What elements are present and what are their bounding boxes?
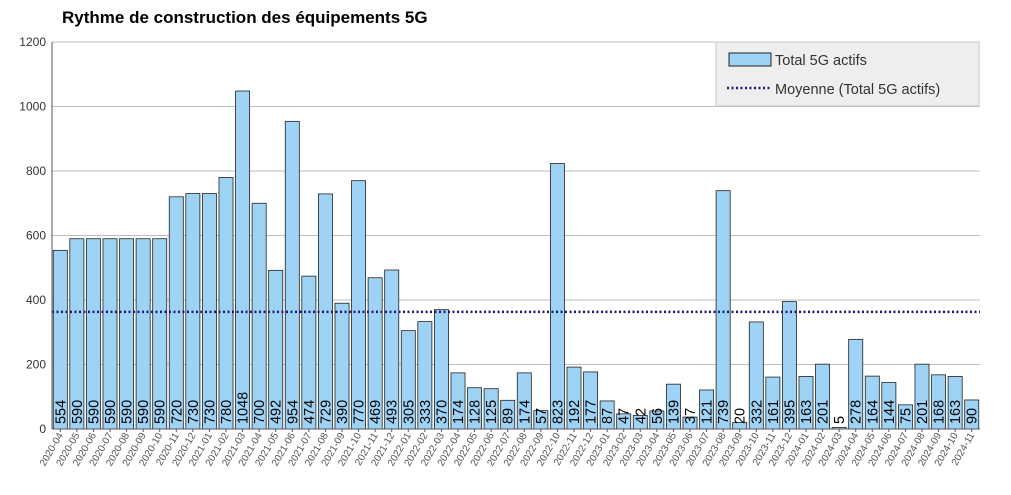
data-label: 493 <box>385 400 401 424</box>
data-label: 47 <box>617 408 633 424</box>
bar <box>168 196 184 430</box>
data-label: 201 <box>915 400 931 424</box>
data-label: 278 <box>849 400 865 424</box>
data-label: 90 <box>965 408 981 424</box>
data-labels: 554 590 590 590 590 590 590 720 730 730 780 1048 700… <box>53 392 980 424</box>
bar <box>284 120 300 430</box>
y-tick-label: 800 <box>26 164 46 178</box>
data-label: 201 <box>816 400 832 424</box>
bar <box>549 163 565 430</box>
data-label: 1048 <box>236 392 252 424</box>
data-label: 139 <box>666 400 682 424</box>
legend-label-series: Total 5G actifs <box>775 53 867 69</box>
data-label: 554 <box>53 400 69 424</box>
data-label: 163 <box>799 400 815 424</box>
bar <box>715 190 731 430</box>
data-label: 305 <box>401 400 417 424</box>
data-label: 163 <box>948 400 964 424</box>
data-label: 474 <box>302 400 318 424</box>
data-label: 700 <box>252 400 268 424</box>
data-label: 823 <box>550 400 566 424</box>
data-label: 89 <box>501 408 517 424</box>
data-label: 161 <box>766 400 782 424</box>
chart-title: Rythme de construction des équipements 5… <box>62 8 428 27</box>
data-label: 177 <box>584 400 600 424</box>
y-tick-label: 200 <box>26 358 46 372</box>
data-label: 590 <box>120 400 136 424</box>
data-label: 192 <box>567 400 583 424</box>
y-tick-label: 600 <box>26 229 46 243</box>
data-label: 333 <box>418 400 434 424</box>
bar <box>235 90 251 430</box>
data-label: 56 <box>650 408 666 424</box>
legend-label-average: Moyenne (Total 5G actifs) <box>775 82 940 98</box>
data-label: 370 <box>434 400 450 424</box>
data-label: 332 <box>749 400 765 424</box>
data-label: 125 <box>484 400 500 424</box>
y-tick-label: 1200 <box>19 35 46 49</box>
data-label: 5 <box>832 416 848 424</box>
bar <box>218 177 234 430</box>
data-label: 75 <box>898 408 914 424</box>
data-label: 720 <box>169 400 185 424</box>
data-label: 730 <box>186 400 202 424</box>
bar <box>317 193 333 430</box>
data-label: 739 <box>716 400 732 424</box>
data-label: 42 <box>633 408 649 424</box>
bar <box>251 202 267 430</box>
data-label: 469 <box>368 400 384 424</box>
data-label: 492 <box>269 400 285 424</box>
data-label: 780 <box>219 400 235 424</box>
data-label: 144 <box>882 400 898 424</box>
data-label: 729 <box>318 400 334 424</box>
data-label: 590 <box>136 400 152 424</box>
bars <box>52 90 980 430</box>
data-label: 174 <box>517 400 533 424</box>
data-label: 590 <box>86 400 102 424</box>
data-label: 395 <box>782 400 798 424</box>
data-label: 590 <box>153 400 169 424</box>
data-label: 128 <box>468 400 484 424</box>
data-label: 121 <box>700 400 716 424</box>
data-label: 164 <box>865 400 881 424</box>
y-tick-label: 400 <box>26 293 46 307</box>
data-label: 730 <box>202 400 218 424</box>
data-label: 954 <box>285 400 301 424</box>
legend-swatch-bar <box>728 52 772 67</box>
data-label: 87 <box>600 408 616 424</box>
data-label: 590 <box>70 400 86 424</box>
data-label: 174 <box>451 400 467 424</box>
data-label: 590 <box>103 400 119 424</box>
bar <box>351 180 367 430</box>
data-label: 168 <box>932 400 948 424</box>
data-label: 20 <box>733 408 749 424</box>
data-label: 390 <box>335 400 351 424</box>
legend: Total 5G actifs Moyenne (Total 5G actifs… <box>715 41 980 107</box>
data-label: 37 <box>683 408 699 424</box>
y-tick-label: 1000 <box>19 100 46 114</box>
y-tick-label: 0 <box>39 422 46 436</box>
data-label: 57 <box>534 408 550 424</box>
data-label: 770 <box>352 400 368 424</box>
